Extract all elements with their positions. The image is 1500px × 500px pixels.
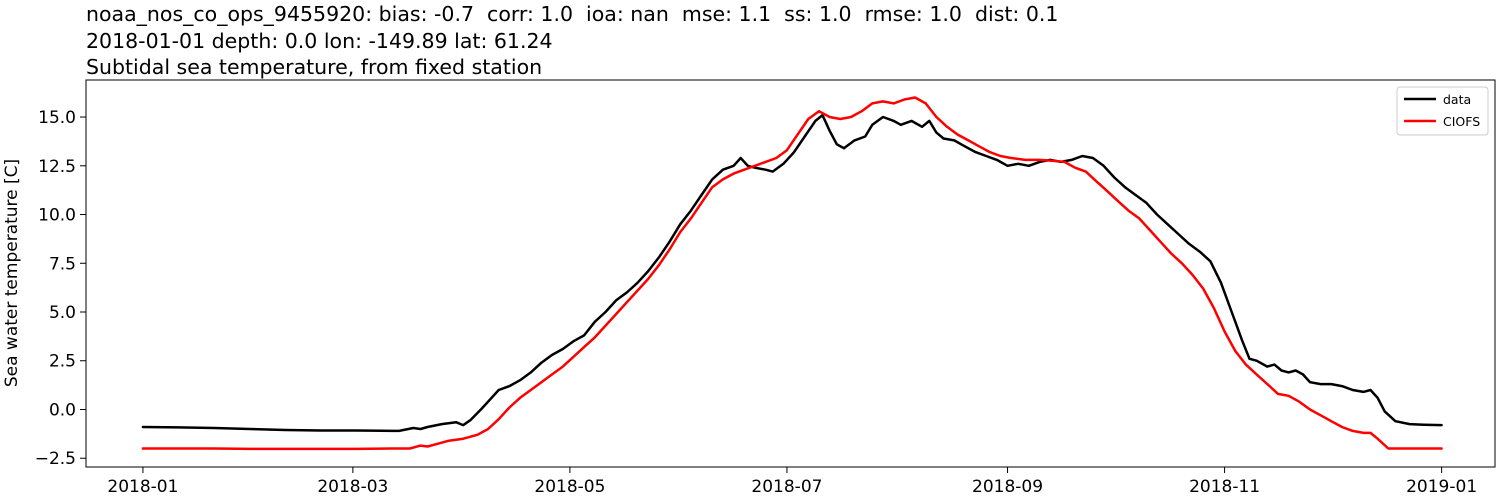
y-tick-label: 7.5 — [49, 254, 76, 274]
y-tick-label: 2.5 — [49, 352, 76, 372]
legend: data CIOFS — [1396, 86, 1489, 136]
series-lines — [141, 96, 1443, 451]
chart-title-line-3: Subtidal sea temperature, from fixed sta… — [86, 55, 543, 79]
plot-frame — [85, 79, 1496, 468]
legend-label-data: data — [1443, 92, 1471, 107]
x-tick-label: 2019-01 — [1406, 477, 1477, 497]
x-tick-label: 2018-11 — [1189, 477, 1260, 497]
y-tick-label: 15.0 — [38, 108, 76, 128]
y-axis-label: Sea water temperature [C] — [2, 159, 22, 387]
x-tick-label: 2018-03 — [317, 477, 388, 497]
legend-label-ciofs: CIOFS — [1443, 114, 1480, 129]
x-axis-ticks: 2018-01 2018-03 2018-05 2018-07 2018-09 2018-… — [107, 467, 1477, 497]
y-tick-label: 10.0 — [38, 206, 76, 226]
x-tick-label: 2018-01 — [107, 477, 178, 497]
y-tick-label: 5.0 — [49, 303, 76, 323]
x-tick-label: 2018-09 — [972, 477, 1043, 497]
series-line-data — [141, 113, 1443, 433]
y-tick-label: 12.5 — [38, 157, 76, 177]
chart-title-line-2: 2018-01-01 depth: 0.0 lon: -149.89 lat: … — [86, 29, 553, 53]
series-line-ciofs — [141, 96, 1443, 451]
y-tick-label: −2.5 — [35, 449, 76, 469]
x-tick-label: 2018-07 — [751, 477, 822, 497]
chart-title-line-1: noaa_nos_co_ops_9455920: bias: -0.7 corr… — [86, 2, 1059, 26]
y-axis-ticks: −2.5 0.0 2.5 5.0 7.5 10.0 12.5 15.0 — [35, 108, 86, 469]
y-tick-label: 0.0 — [49, 400, 76, 420]
x-tick-label: 2018-05 — [534, 477, 605, 497]
